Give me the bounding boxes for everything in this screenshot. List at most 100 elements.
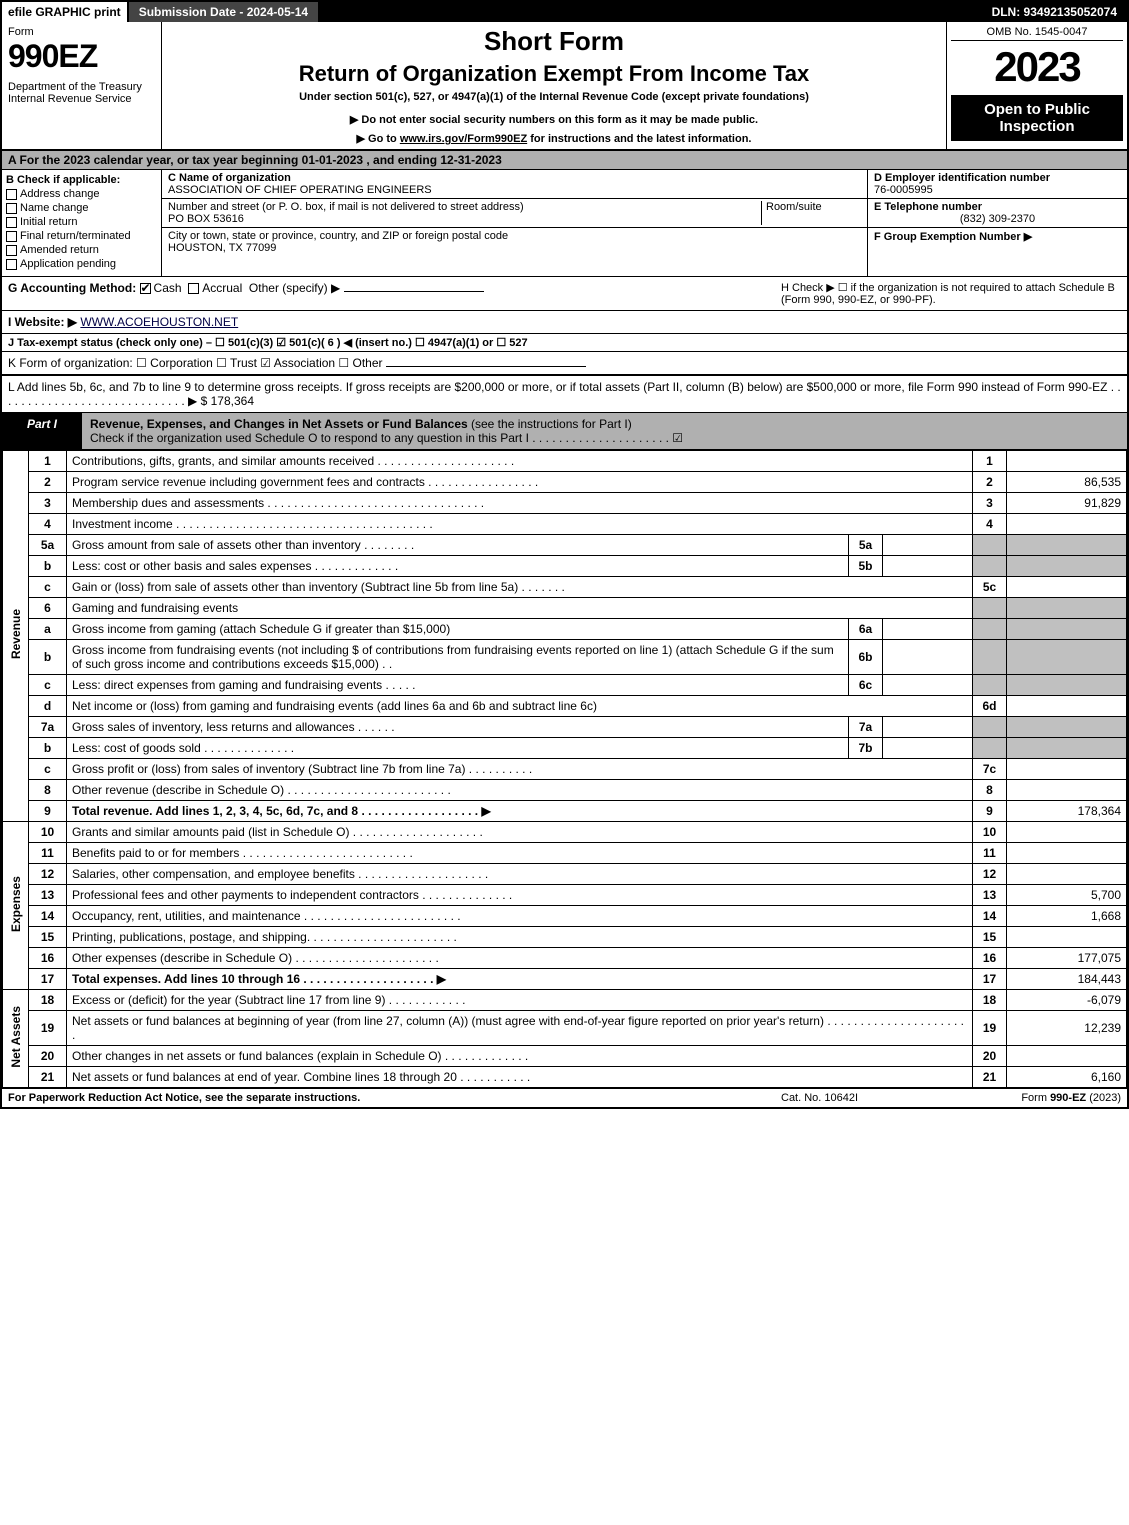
line-8: 8 Other revenue (describe in Schedule O)…	[3, 780, 1127, 801]
i-label: I Website: ▶	[8, 315, 77, 329]
other-specify-input[interactable]	[344, 291, 484, 292]
chk-accrual[interactable]	[188, 283, 199, 294]
goto-prefix: ▶ Go to	[357, 133, 400, 145]
line-3: 3 Membership dues and assessments . . . …	[3, 493, 1127, 514]
c-city-label: City or town, state or province, country…	[168, 230, 508, 242]
line-16: 16 Other expenses (describe in Schedule …	[3, 948, 1127, 969]
header: Form 990EZ Department of the Treasury In…	[2, 22, 1127, 151]
omb-number: OMB No. 1545-0047	[951, 26, 1123, 41]
line-5b: b Less: cost or other basis and sales ex…	[3, 556, 1127, 577]
j-text: J Tax-exempt status (check only one) – ☐…	[8, 337, 528, 349]
website-link[interactable]: WWW.ACOEHOUSTON.NET	[80, 315, 238, 329]
line-6a: a Gross income from gaming (attach Sched…	[3, 619, 1127, 640]
line-18: Net Assets 18 Excess or (deficit) for th…	[3, 990, 1127, 1011]
chk-final-return[interactable]: Final return/terminated	[6, 230, 157, 242]
tax-year: 2023	[951, 43, 1123, 91]
grp-label: F Group Exemption Number ▶	[874, 231, 1032, 243]
revenue-vlabel: Revenue	[3, 451, 29, 822]
e-telephone-row: E Telephone number (832) 309-2370	[868, 199, 1127, 228]
line-9: 9 Total revenue. Add lines 1, 2, 3, 4, 5…	[3, 801, 1127, 822]
form-number: 990EZ	[8, 38, 155, 75]
l-amount: 178,364	[211, 394, 254, 408]
line-13: 13 Professional fees and other payments …	[3, 885, 1127, 906]
tel-value: (832) 309-2370	[874, 213, 1121, 225]
goto-line: ▶ Go to www.irs.gov/Form990EZ for instru…	[168, 132, 940, 145]
part-i-title: Revenue, Expenses, and Changes in Net As…	[82, 413, 1127, 449]
line-6b: b Gross income from fundraising events (…	[3, 640, 1127, 675]
line-5a: 5a Gross amount from sale of assets othe…	[3, 535, 1127, 556]
page-footer: For Paperwork Reduction Act Notice, see …	[2, 1088, 1127, 1107]
h-check: H Check ▶ ☐ if the organization is not r…	[781, 281, 1121, 306]
row-a-calendar-year: A For the 2023 calendar year, or tax yea…	[2, 151, 1127, 170]
org-address: PO BOX 53616	[168, 213, 244, 225]
org-name: ASSOCIATION OF CHIEF OPERATING ENGINEERS	[168, 184, 432, 196]
header-right: OMB No. 1545-0047 2023 Open to Public In…	[947, 22, 1127, 149]
k-other-input[interactable]	[386, 366, 586, 367]
f-group-exemption-row: F Group Exemption Number ▶	[868, 228, 1127, 245]
title-return: Return of Organization Exempt From Incom…	[168, 61, 940, 87]
c-address-row: Number and street (or P. O. box, if mail…	[162, 199, 867, 228]
form-990ez-page: efile GRAPHIC print Submission Date - 20…	[0, 0, 1129, 1109]
line-12: 12 Salaries, other compensation, and emp…	[3, 864, 1127, 885]
footer-left: For Paperwork Reduction Act Notice, see …	[8, 1092, 781, 1104]
footer-form-ref: Form 990-EZ (2023)	[941, 1092, 1121, 1104]
line-21: 21 Net assets or fund balances at end of…	[3, 1067, 1127, 1088]
c-name-label: C Name of organization	[168, 172, 291, 184]
column-d-e-f: D Employer identification number 76-0005…	[867, 170, 1127, 276]
form-word: Form	[8, 26, 155, 38]
g-accounting: G Accounting Method: Cash Accrual Other …	[8, 281, 781, 306]
line-4: 4 Investment income . . . . . . . . . . …	[3, 514, 1127, 535]
part-i-label: Part I	[2, 413, 82, 449]
dln: DLN: 93492135052074	[982, 2, 1127, 22]
submission-date: Submission Date - 2024-05-14	[129, 2, 318, 22]
line-7a: 7a Gross sales of inventory, less return…	[3, 717, 1127, 738]
chk-name-change[interactable]: Name change	[6, 202, 157, 214]
part-i-table: Revenue 1 Contributions, gifts, grants, …	[2, 450, 1127, 1088]
goto-link[interactable]: www.irs.gov/Form990EZ	[400, 133, 527, 145]
top-bar: efile GRAPHIC print Submission Date - 20…	[2, 2, 1127, 22]
goto-suffix: for instructions and the latest informat…	[527, 133, 751, 145]
part-i-title-bold: Revenue, Expenses, and Changes in Net As…	[90, 417, 468, 431]
part-i-header: Part I Revenue, Expenses, and Changes in…	[2, 413, 1127, 450]
section-b-c-d: B Check if applicable: Address change Na…	[2, 170, 1127, 277]
chk-application-pending[interactable]: Application pending	[6, 258, 157, 270]
c-name-row: C Name of organization ASSOCIATION OF CH…	[162, 170, 867, 199]
b-heading: B Check if applicable:	[6, 174, 157, 186]
column-b: B Check if applicable: Address change Na…	[2, 170, 162, 276]
line-10: Expenses 10 Grants and similar amounts p…	[3, 822, 1127, 843]
line-6d: d Net income or (loss) from gaming and f…	[3, 696, 1127, 717]
ein-label: D Employer identification number	[874, 172, 1050, 184]
section-i-website: I Website: ▶ WWW.ACOEHOUSTON.NET	[2, 311, 1127, 334]
ssn-note: ▶ Do not enter social security numbers o…	[168, 113, 940, 126]
department: Department of the Treasury Internal Reve…	[8, 81, 155, 105]
expenses-vlabel: Expenses	[3, 822, 29, 990]
chk-amended-return[interactable]: Amended return	[6, 244, 157, 256]
efile-print: efile GRAPHIC print	[2, 2, 129, 22]
open-to-public: Open to Public Inspection	[951, 95, 1123, 141]
column-c: C Name of organization ASSOCIATION OF CH…	[162, 170, 867, 276]
subtitle-under: Under section 501(c), 527, or 4947(a)(1)…	[168, 91, 940, 103]
netassets-vlabel: Net Assets	[3, 990, 29, 1088]
chk-cash[interactable]	[140, 283, 151, 294]
line-14: 14 Occupancy, rent, utilities, and maint…	[3, 906, 1127, 927]
line-2: 2 Program service revenue including gove…	[3, 472, 1127, 493]
line-7c: c Gross profit or (loss) from sales of i…	[3, 759, 1127, 780]
line-11: 11 Benefits paid to or for members . . .…	[3, 843, 1127, 864]
ein-value: 76-0005995	[874, 184, 933, 196]
line-6: 6 Gaming and fundraising events	[3, 598, 1127, 619]
c-city-row: City or town, state or province, country…	[162, 228, 867, 256]
chk-initial-return[interactable]: Initial return	[6, 216, 157, 228]
part-i-title-rest: (see the instructions for Part I)	[468, 417, 632, 431]
line-6c: c Less: direct expenses from gaming and …	[3, 675, 1127, 696]
section-j-tax-exempt: J Tax-exempt status (check only one) – ☐…	[2, 334, 1127, 352]
chk-address-change[interactable]: Address change	[6, 188, 157, 200]
org-city: HOUSTON, TX 77099	[168, 242, 276, 254]
line-17: 17 Total expenses. Add lines 10 through …	[3, 969, 1127, 990]
d-ein-row: D Employer identification number 76-0005…	[868, 170, 1127, 199]
section-l-gross-receipts: L Add lines 5b, 6c, and 7b to line 9 to …	[2, 376, 1127, 413]
header-center: Short Form Return of Organization Exempt…	[162, 22, 947, 149]
line-5c: c Gain or (loss) from sale of assets oth…	[3, 577, 1127, 598]
c-addr-label: Number and street (or P. O. box, if mail…	[168, 201, 524, 213]
line-19: 19 Net assets or fund balances at beginn…	[3, 1011, 1127, 1046]
g-label: G Accounting Method:	[8, 281, 136, 295]
